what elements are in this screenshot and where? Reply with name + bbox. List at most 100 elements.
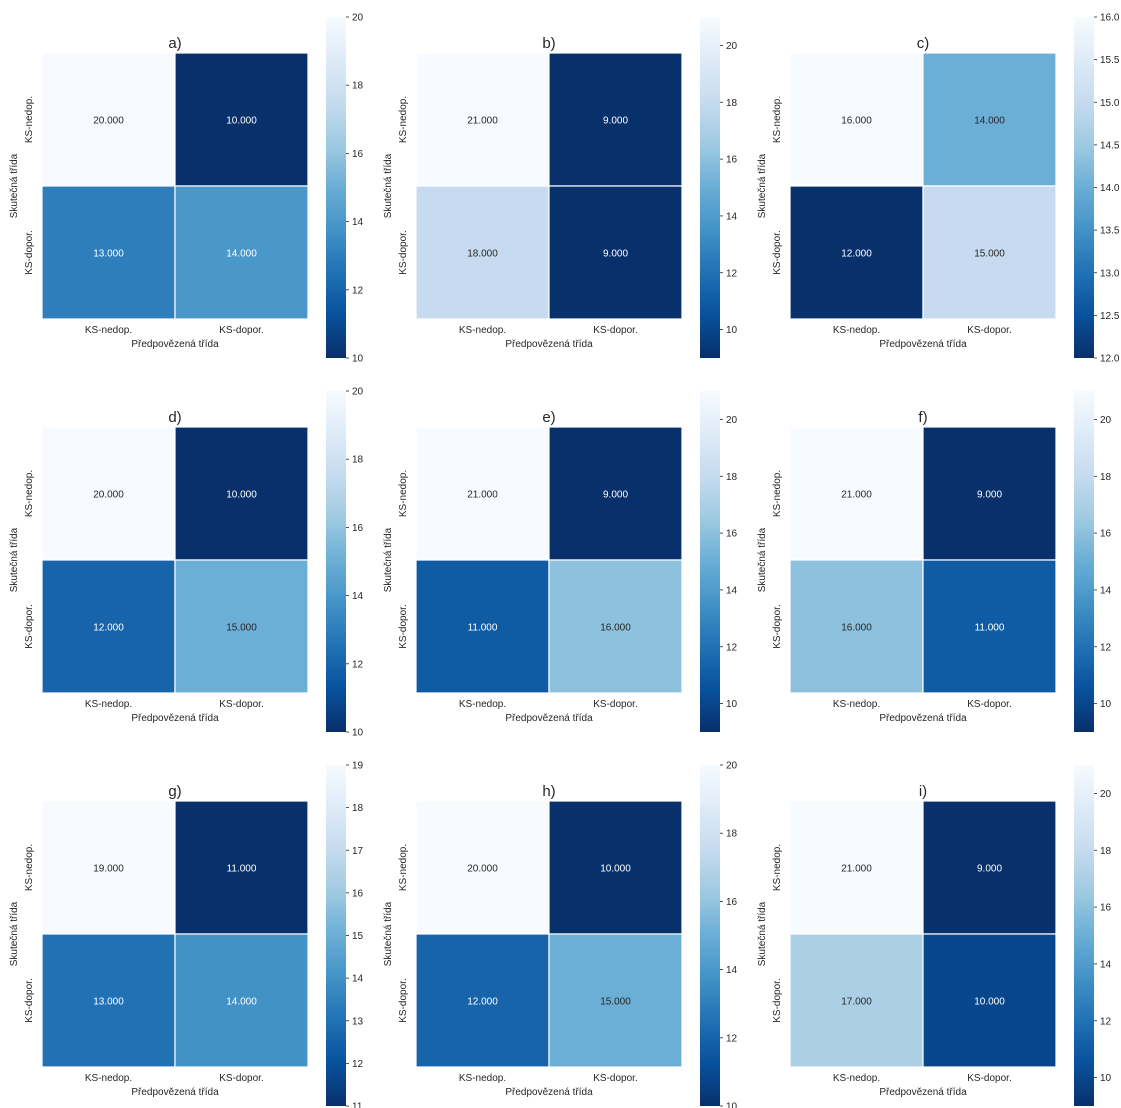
colorbar-tick-label: 12 bbox=[1100, 642, 1112, 653]
colorbar-tick-label: 11 bbox=[352, 1102, 363, 1108]
x-axis-label: Předpovězená třída bbox=[131, 339, 219, 350]
colorbar-tick-label: 10 bbox=[1100, 699, 1112, 710]
colorbar-tick-label: 13 bbox=[352, 1016, 364, 1027]
x-axis-label: Předpovězená třída bbox=[879, 713, 967, 724]
y-axis-label: Skutečná třída bbox=[757, 901, 768, 966]
cell-value-label: 11.000 bbox=[227, 864, 257, 875]
heatmap-cell bbox=[174, 52, 309, 187]
x-tick-label: KS-nedop. bbox=[85, 325, 132, 336]
colorbar-tick-label: 12 bbox=[726, 642, 738, 653]
x-tick-label: KS-nedop. bbox=[459, 699, 506, 710]
cell-value-label: 15.000 bbox=[226, 623, 257, 634]
cell-value-label: 16.000 bbox=[600, 623, 631, 634]
colorbar bbox=[1074, 765, 1094, 1106]
y-tick-label: KS-nedop. bbox=[24, 96, 35, 143]
colorbar-tick-label: 14.0 bbox=[1100, 183, 1120, 194]
colorbar-tick-label: 20 bbox=[1100, 789, 1112, 800]
colorbar-tick-label: 10 bbox=[352, 354, 364, 365]
panel-title: h) bbox=[542, 783, 555, 800]
heatmap-cell bbox=[789, 559, 924, 694]
x-tick-label: KS-dopor. bbox=[967, 325, 1011, 336]
x-tick-label: KS-dopor. bbox=[593, 699, 637, 710]
x-axis-label: Předpovězená třída bbox=[505, 1087, 593, 1098]
colorbar-tick-label: 14 bbox=[726, 211, 738, 222]
heatmap-cell bbox=[789, 185, 924, 320]
heatmap-cell bbox=[922, 933, 1057, 1068]
y-tick-label: KS-dopor. bbox=[772, 978, 783, 1022]
x-tick-label: KS-nedop. bbox=[459, 325, 506, 336]
colorbar-tick-label: 16 bbox=[352, 888, 364, 899]
colorbar-tick-label: 16 bbox=[726, 155, 738, 166]
confusion-matrix-panel: 21.000 9.000 17.000 10.000 i) KS-nedop. KS-dop… bbox=[757, 765, 1112, 1106]
cell-value-label: 10.000 bbox=[974, 997, 1005, 1008]
cell-value-label: 9.000 bbox=[977, 490, 1002, 501]
colorbar-tick-label: 20 bbox=[726, 761, 738, 772]
heatmap-cell bbox=[174, 426, 309, 561]
heatmap-cell bbox=[41, 559, 176, 694]
x-axis-label: Předpovězená třída bbox=[505, 713, 593, 724]
cell-value-label: 15.000 bbox=[600, 997, 631, 1008]
x-tick-label: KS-dopor. bbox=[219, 325, 263, 336]
x-axis-label: Předpovězená třída bbox=[131, 713, 219, 724]
colorbar-tick-label: 13.0 bbox=[1100, 268, 1120, 279]
heatmap-cell bbox=[922, 426, 1057, 561]
panel-title: g) bbox=[168, 783, 181, 800]
y-tick-label: KS-dopor. bbox=[398, 230, 409, 274]
colorbar-tick-label: 15.5 bbox=[1100, 55, 1120, 66]
cell-value-label: 18.000 bbox=[467, 249, 498, 260]
colorbar-tick-label: 16 bbox=[726, 897, 738, 908]
y-tick-label: KS-nedop. bbox=[398, 470, 409, 517]
colorbar-tick-label: 16 bbox=[352, 149, 364, 160]
y-tick-label: KS-dopor. bbox=[398, 604, 409, 648]
cell-value-label: 10.000 bbox=[226, 490, 257, 501]
colorbar-tick-label: 12.0 bbox=[1100, 354, 1120, 365]
heatmap-cell bbox=[174, 559, 309, 694]
x-tick-label: KS-dopor. bbox=[219, 1073, 263, 1084]
y-tick-label: KS-nedop. bbox=[772, 470, 783, 517]
heatmap-cell bbox=[415, 185, 550, 320]
colorbar-tick-label: 14 bbox=[726, 585, 738, 596]
cell-value-label: 12.000 bbox=[467, 997, 498, 1008]
heatmap-cell bbox=[922, 52, 1057, 187]
colorbar-tick-label: 20 bbox=[352, 387, 364, 398]
colorbar bbox=[326, 765, 346, 1106]
colorbar-tick-label: 12 bbox=[352, 659, 364, 670]
x-axis-label: Předpovězená třída bbox=[505, 339, 593, 350]
panel-title: e) bbox=[542, 409, 555, 426]
x-tick-label: KS-nedop. bbox=[85, 699, 132, 710]
y-tick-label: KS-nedop. bbox=[772, 844, 783, 891]
colorbar-tick-label: 20 bbox=[1100, 415, 1112, 426]
colorbar bbox=[326, 391, 346, 732]
heatmap-cell bbox=[922, 559, 1057, 694]
colorbar-tick-label: 14 bbox=[1100, 959, 1112, 970]
colorbar-tick-label: 15.0 bbox=[1100, 98, 1120, 109]
colorbar-tick-label: 14.5 bbox=[1100, 140, 1120, 151]
cell-value-label: 20.000 bbox=[467, 864, 498, 875]
y-tick-label: KS-dopor. bbox=[398, 978, 409, 1022]
confusion-matrix-panel: 20.000 10.000 12.000 15.000 d) KS-nedop. KS-do… bbox=[9, 387, 364, 739]
cell-value-label: 12.000 bbox=[841, 249, 872, 260]
x-tick-label: KS-dopor. bbox=[967, 1073, 1011, 1084]
y-tick-label: KS-nedop. bbox=[24, 470, 35, 517]
cell-value-label: 9.000 bbox=[977, 864, 1002, 875]
colorbar-tick-label: 14 bbox=[726, 965, 738, 976]
confusion-matrix-panel: 21.000 9.000 18.000 9.000 b) KS-nedop. KS-dopo… bbox=[383, 17, 738, 358]
cell-value-label: 10.000 bbox=[226, 116, 257, 127]
x-tick-label: KS-nedop. bbox=[459, 1073, 506, 1084]
confusion-matrix-panel: 21.000 9.000 11.000 16.000 e) KS-nedop. KS-dop… bbox=[383, 391, 738, 732]
colorbar-tick-label: 12 bbox=[1100, 1016, 1112, 1027]
cell-value-label: 15.000 bbox=[974, 249, 1005, 260]
y-tick-label: KS-nedop. bbox=[398, 844, 409, 891]
colorbar-tick-label: 12.5 bbox=[1100, 311, 1120, 322]
colorbar-tick-label: 18 bbox=[1100, 846, 1112, 857]
cell-value-label: 21.000 bbox=[467, 490, 498, 501]
heatmap-cell bbox=[548, 933, 683, 1068]
heatmap-cell bbox=[415, 426, 550, 561]
heatmap-cell bbox=[415, 559, 550, 694]
y-axis-label: Skutečná třída bbox=[383, 901, 394, 966]
colorbar-tick-label: 20 bbox=[726, 415, 738, 426]
x-axis-label: Předpovězená třída bbox=[879, 1087, 967, 1098]
heatmap-cell bbox=[415, 800, 550, 935]
heatmap-cell bbox=[789, 800, 924, 935]
